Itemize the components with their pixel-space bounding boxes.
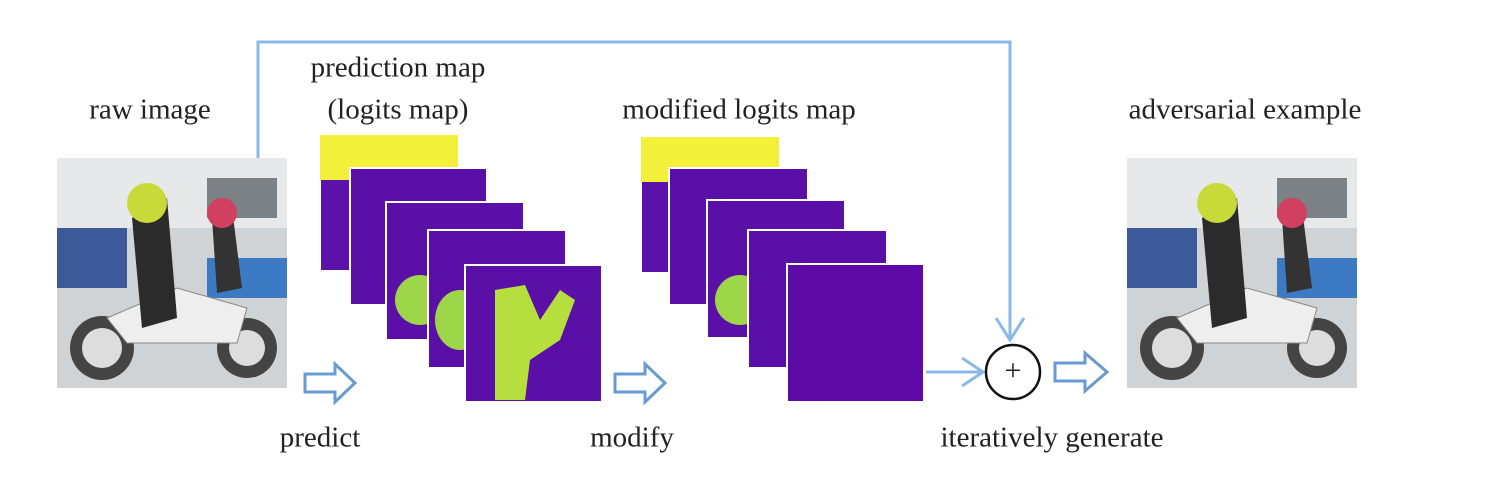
predict-label: predict xyxy=(280,422,361,454)
prediction-maps xyxy=(319,134,603,403)
raw-image-label: raw image xyxy=(89,94,211,126)
block-arrows xyxy=(303,349,1110,406)
iteratively-generate-label: iteratively generate xyxy=(940,422,1163,454)
logits-map-label: (logits map) xyxy=(328,94,469,126)
prediction-map-label: prediction map xyxy=(311,52,486,84)
adversarial-image xyxy=(1126,157,1358,389)
input-arrow xyxy=(926,356,986,388)
modify-label: modify xyxy=(590,422,674,454)
adversarial-example-label: adversarial example xyxy=(1129,94,1362,126)
modified-maps xyxy=(640,136,925,403)
feedback-arrow xyxy=(256,40,1026,343)
plus-circle xyxy=(984,343,1042,401)
modified-logits-map-label: modified logits map xyxy=(622,94,856,126)
operator: + xyxy=(1005,354,1022,387)
raw-image xyxy=(56,157,288,389)
